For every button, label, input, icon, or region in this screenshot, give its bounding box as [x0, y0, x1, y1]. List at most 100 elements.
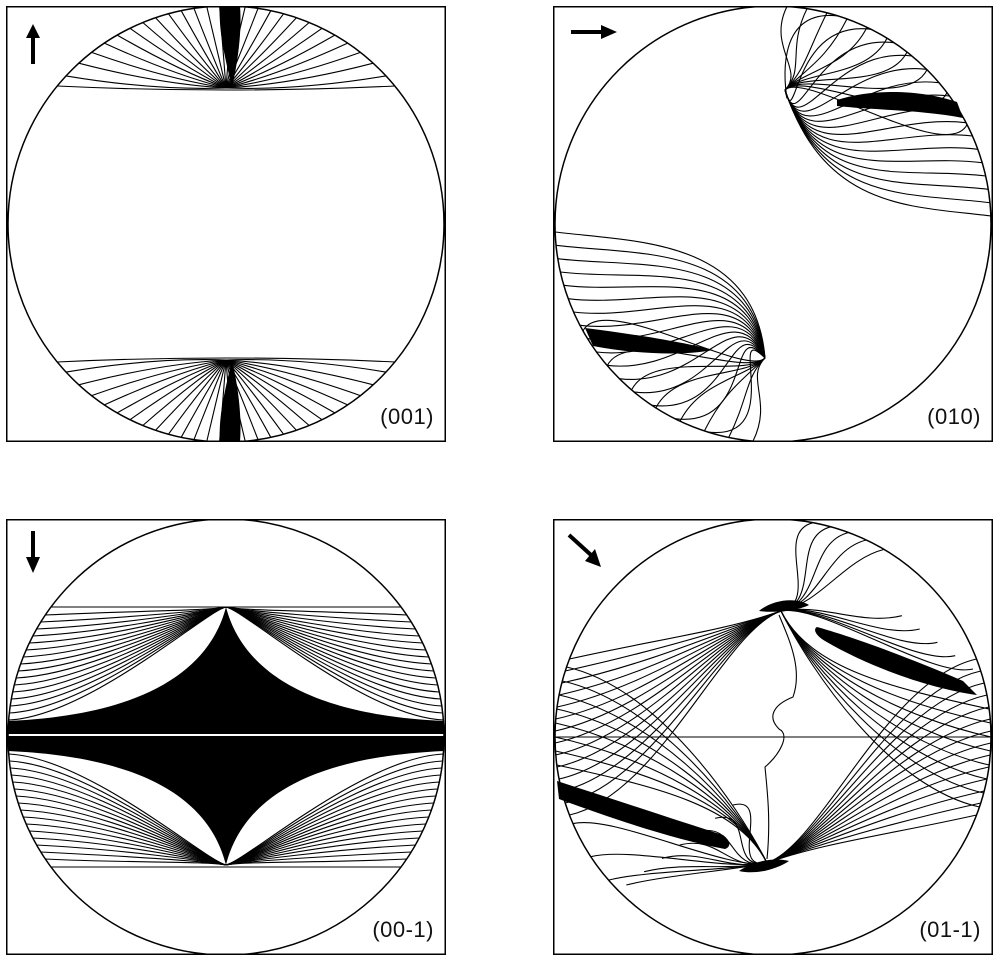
high-density-region — [219, 6, 241, 88]
projection-circle — [7, 6, 445, 442]
contour-line — [225, 359, 387, 373]
contour-line — [225, 62, 374, 89]
contour-line — [225, 42, 348, 89]
contour-line — [764, 614, 797, 860]
arrow-right-icon — [571, 25, 617, 39]
contour-line — [225, 22, 310, 89]
contour-line — [206, 6, 227, 89]
contour-line — [91, 359, 227, 397]
contour-line — [784, 18, 848, 91]
contour-line — [225, 10, 272, 89]
contour-line — [780, 609, 938, 645]
high-density-region — [557, 781, 730, 849]
contour-line — [225, 753, 444, 866]
contour-line — [784, 8, 808, 91]
contour-line — [116, 34, 227, 89]
contour-line — [167, 359, 227, 435]
contour-line — [707, 349, 766, 433]
high-density-region — [219, 360, 241, 442]
contour-line — [606, 349, 766, 366]
contour-line — [65, 75, 227, 89]
contour-line — [784, 69, 928, 91]
contour-line — [225, 27, 323, 89]
contour-line — [579, 313, 766, 359]
pole-figure-00-1: (00-1) — [6, 519, 446, 955]
contour-line — [142, 22, 227, 89]
projection-circle — [554, 519, 992, 955]
contour-line — [784, 37, 888, 91]
contour-line — [606, 331, 766, 367]
contour-line — [560, 271, 766, 359]
high-density-region — [585, 328, 713, 354]
pole-figure-01-1-plot — [553, 519, 993, 955]
contour-line — [104, 359, 227, 406]
contour-line — [180, 359, 227, 438]
contour-line — [155, 359, 227, 431]
contour-line — [766, 778, 988, 864]
contour-line — [8, 753, 227, 866]
high-density-region — [837, 91, 963, 118]
contour-line — [78, 359, 227, 386]
contour-line — [225, 359, 272, 438]
contour-line — [65, 359, 227, 373]
contour-line — [225, 359, 374, 386]
contour-line — [569, 610, 782, 816]
contour-line — [631, 357, 766, 391]
contour-line — [225, 8, 259, 89]
contour-line — [225, 359, 259, 440]
contour-line — [766, 658, 977, 864]
contour-line — [193, 359, 227, 440]
contour-line — [91, 51, 227, 89]
contour-line — [784, 86, 968, 136]
contour-line — [193, 8, 227, 89]
contour-line — [703, 357, 766, 432]
contour-lines — [554, 522, 992, 886]
contour-line — [180, 10, 227, 89]
panel-label: (00-1) — [372, 917, 434, 942]
contour-line — [766, 802, 981, 864]
contour-line — [557, 258, 766, 359]
contour-line — [565, 610, 782, 672]
pole-figure-001: (001) — [6, 6, 446, 442]
contour-line — [167, 13, 227, 89]
contour-line — [142, 359, 227, 426]
contour-line — [8, 606, 227, 721]
pole-figure-00-1-plot — [6, 519, 446, 955]
contour-line — [225, 606, 444, 721]
contour-line — [566, 666, 768, 864]
contour-line — [558, 610, 782, 696]
contour-lines — [555, 6, 991, 442]
arrow-down-right-icon — [567, 533, 601, 567]
contour-line — [780, 610, 980, 808]
pole-figure-010: (010) — [553, 6, 993, 442]
contour-line — [573, 305, 766, 359]
pole-figure-010-plot — [553, 6, 993, 442]
contour-line — [554, 736, 768, 864]
contour-line — [57, 357, 395, 363]
pole-figure-001-plot — [6, 6, 446, 442]
contour-line — [569, 610, 782, 660]
contour-line — [784, 89, 991, 217]
contour-line — [655, 357, 766, 409]
projection-circle — [554, 6, 992, 442]
contour-line — [129, 27, 227, 89]
contour-line — [225, 75, 387, 89]
pole-figure-01-1: (01-1) — [553, 519, 993, 955]
contour-line — [225, 51, 361, 89]
arrow-down-icon — [26, 531, 40, 573]
contour-line — [225, 359, 336, 414]
panel-label: (01-1) — [919, 917, 981, 942]
contour-line — [155, 17, 227, 89]
contour-line — [651, 343, 766, 407]
contour-line — [784, 89, 991, 204]
high-density-region — [759, 600, 809, 612]
contour-line — [555, 244, 766, 359]
contour-line — [634, 340, 766, 394]
contour-line — [679, 357, 766, 422]
contour-line — [116, 359, 227, 414]
contour-line — [784, 27, 868, 91]
contour-line — [78, 62, 227, 89]
contour-line — [129, 359, 227, 421]
panel-label: (001) — [380, 404, 434, 429]
high-density-region — [815, 627, 977, 695]
